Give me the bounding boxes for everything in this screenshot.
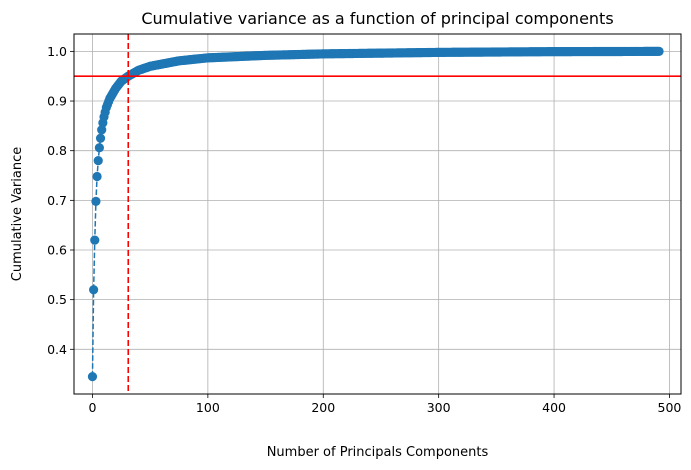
y-tick-label: 0.9 xyxy=(47,94,67,109)
data-point xyxy=(94,143,104,153)
data-point xyxy=(91,196,101,206)
x-tick-label: 300 xyxy=(427,400,451,415)
data-point xyxy=(95,133,106,143)
data-point xyxy=(93,156,103,166)
data-point xyxy=(90,235,100,245)
y-tick-label: 0.7 xyxy=(47,193,67,208)
x-tick-label: 0 xyxy=(88,400,96,415)
x-tick-label: 500 xyxy=(658,400,682,415)
data-point xyxy=(87,372,98,382)
data-point xyxy=(654,46,664,56)
data-point xyxy=(97,125,107,135)
chart-title: Cumulative variance as a function of pri… xyxy=(141,9,613,28)
y-tick-label: 1.0 xyxy=(47,44,67,59)
x-tick-label: 400 xyxy=(542,400,566,415)
y-tick-label: 0.4 xyxy=(47,342,67,357)
data-point xyxy=(89,285,99,295)
x-tick-label: 100 xyxy=(196,400,220,415)
y-tick-label: 0.6 xyxy=(47,243,67,258)
y-tick-label: 0.8 xyxy=(47,143,67,158)
y-axis-label: Cumulative Variance xyxy=(10,147,25,282)
data-point xyxy=(92,171,102,182)
axis-ticks: 0 100 200 300 400 500 0.4 0.5 0.6 0.7 0.8 0.9 1.0 xyxy=(47,44,681,415)
plot-area-frame xyxy=(73,33,682,395)
data-series xyxy=(87,46,664,382)
x-tick-label: 200 xyxy=(311,400,335,415)
reference-lines xyxy=(74,34,681,394)
x-axis-label: Number of Principals Components xyxy=(267,445,489,460)
y-tick-label: 0.5 xyxy=(47,292,67,307)
